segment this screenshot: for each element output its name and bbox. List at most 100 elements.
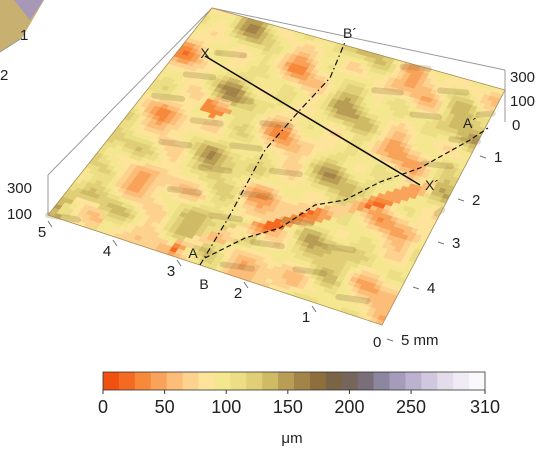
- x-axis-ticks: 1 2 3 4 5: [38, 220, 317, 326]
- y-axis-tick-label: 2: [234, 285, 242, 302]
- colorbar-tick-label: 0: [98, 397, 108, 417]
- relief-shade: [208, 212, 244, 223]
- z-axis-tick-label-right: 100: [510, 93, 535, 110]
- relief-shade: [437, 87, 470, 96]
- profile-line-x: [204, 55, 421, 186]
- profile-label-x: X: [200, 45, 210, 61]
- frame-edge: [211, 7, 506, 71]
- x-axis-origin-label: 0: [373, 334, 381, 351]
- colorbar-tick-label: 250: [396, 397, 426, 417]
- colorbar-tick-label: 310: [470, 397, 500, 417]
- colorbar-swatch: [453, 372, 470, 390]
- colorbar-swatch: [214, 372, 231, 390]
- relief-shade: [220, 95, 255, 105]
- relief-shade: [214, 49, 248, 59]
- colorbar-swatch: [389, 372, 406, 390]
- colorbar-swatch: [103, 372, 120, 390]
- y-axis-ticks: 1 2 3 4 5 mm: [386, 149, 502, 349]
- colorbar-swatch: [118, 372, 136, 390]
- profile-label-a: A: [188, 245, 198, 261]
- corner-fragment: 12: [0, 0, 44, 84]
- relief-shade: [166, 186, 202, 196]
- profile-end-label-a: A´: [463, 115, 477, 131]
- z-axis-tick-label-left: 100: [7, 206, 32, 223]
- fragment-label: 2: [0, 67, 8, 84]
- relief-shade: [198, 164, 233, 174]
- x-axis-tick-label: 1: [494, 149, 502, 166]
- colorbar-swatch: [405, 372, 422, 390]
- x-axis-tick-label: 4: [427, 280, 435, 297]
- relief-shade: [321, 243, 357, 254]
- profile-line-a: [204, 127, 489, 259]
- relief-shade: [292, 266, 328, 277]
- colorbar-swatch: [262, 372, 279, 390]
- colorbar-swatch: [182, 372, 199, 390]
- x-axis-tick-mark: [457, 198, 465, 202]
- fragment-label: 1: [20, 27, 28, 44]
- colorbar-swatch: [421, 372, 438, 390]
- relief-shade: [448, 136, 481, 145]
- y-axis-tick-mark: [176, 259, 182, 267]
- profile-lines: X X´ A A´ B B´: [188, 25, 489, 292]
- colorbar-swatch: [294, 372, 311, 390]
- y-axis-tick-mark: [311, 305, 317, 313]
- y-axis-tick-label: 3: [167, 263, 175, 280]
- z-axis-ticks: 100 100 300 300 0 0: [7, 69, 535, 351]
- terrain-surface: [45, 7, 506, 326]
- relief-shade: [279, 216, 315, 227]
- relief-shade: [182, 71, 217, 81]
- fragment-edge: [0, 37, 23, 53]
- profile-end-label-x: X´: [425, 177, 439, 193]
- profile-label-b: B: [199, 276, 208, 292]
- colorbar-tick-label: 150: [273, 397, 303, 417]
- colorbar-swatch: [278, 372, 295, 390]
- z-axis-tick-label-right: 300: [510, 69, 535, 86]
- colorbar-swatch: [373, 372, 390, 390]
- relief-shade: [268, 167, 303, 178]
- x-axis-tick-mark: [479, 155, 487, 159]
- y-axis-tick-mark: [47, 220, 53, 228]
- relief-shade: [249, 239, 285, 250]
- fragment-surface-highlight: [14, 0, 44, 20]
- relief-shade: [371, 87, 404, 96]
- colorbar-swatch: [469, 372, 486, 390]
- colorbar-swatch: [437, 372, 454, 390]
- relief-shade: [189, 117, 224, 127]
- x-axis-tick-mark: [386, 338, 394, 342]
- colorbar-unit-label: μm: [281, 430, 302, 447]
- colorbar-swatch: [198, 372, 215, 390]
- relief-shade: [151, 92, 186, 102]
- relief-shade: [475, 110, 496, 118]
- colorbar-swatch: [230, 372, 247, 390]
- relief-shade: [45, 212, 81, 223]
- colorbar-tick-label: 200: [334, 397, 364, 417]
- relief-shade: [259, 120, 293, 130]
- relief-shade: [433, 206, 446, 217]
- colorbar-swatch: [357, 372, 375, 390]
- x-axis-tick-label: 2: [472, 192, 480, 209]
- relief-shade: [219, 261, 256, 272]
- colorbar-swatch: [166, 372, 184, 390]
- colorbar-swatch: [325, 372, 343, 390]
- colorbar-tick-label: 100: [211, 397, 241, 417]
- y-axis-tick-mark: [112, 239, 118, 247]
- surface-edge: [47, 7, 506, 326]
- profile-line-b: [199, 41, 346, 266]
- relief-shade: [238, 190, 274, 200]
- z-axis-tick-label-zero: 0: [512, 117, 520, 134]
- colorbar-swatch: [134, 372, 152, 390]
- colorbar-swatch: [341, 372, 359, 390]
- colorbar-swatch: [246, 372, 263, 390]
- x-axis-tick-mark: [412, 286, 420, 290]
- x-axis-tick-mark: [437, 241, 445, 245]
- y-axis-tick-mark: [243, 281, 249, 289]
- z-axis-tick-label-left: 300: [7, 180, 32, 197]
- relief-shade: [158, 138, 193, 149]
- relief-shade: [399, 63, 432, 72]
- relief-shade: [409, 111, 443, 120]
- relief-shade: [335, 293, 371, 304]
- colorbar-swatch: [150, 372, 168, 390]
- relief-shade: [228, 142, 264, 152]
